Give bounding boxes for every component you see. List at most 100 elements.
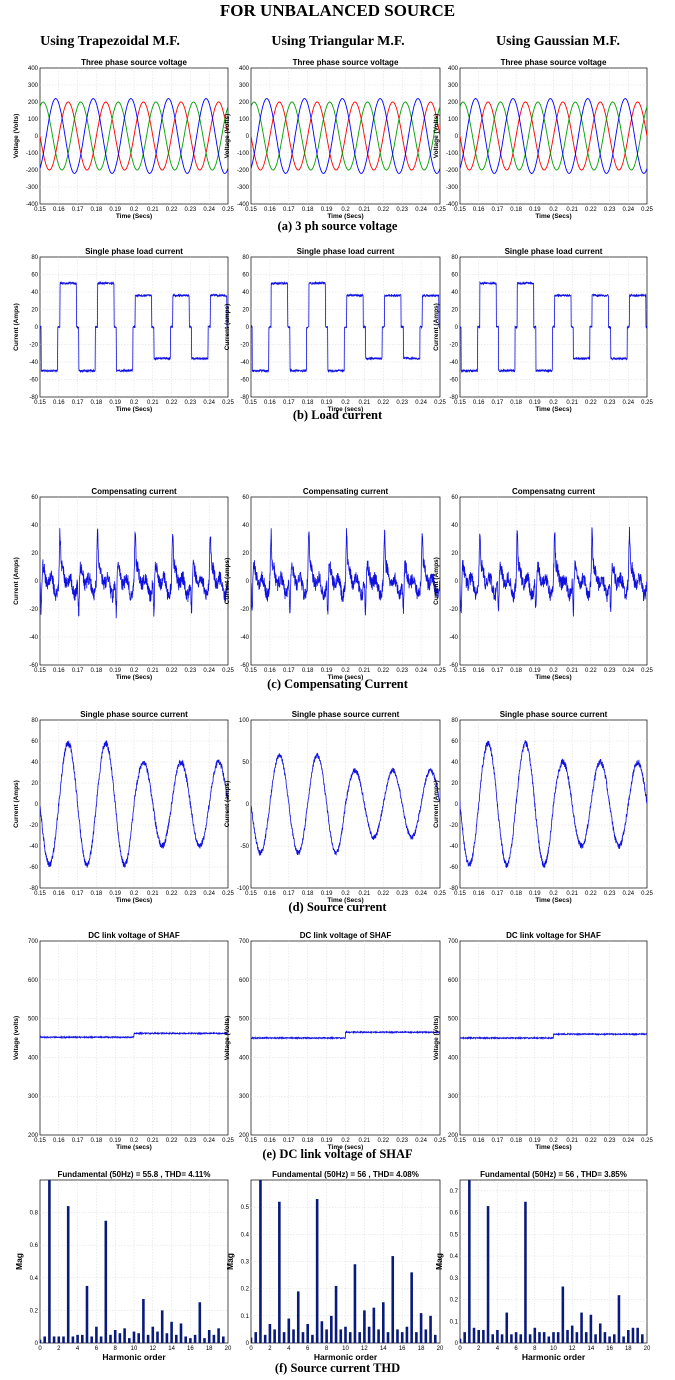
x-tick-label: 0.21 xyxy=(359,207,371,213)
y-tick-label: 200 xyxy=(28,1133,39,1139)
x-tick-label: 0.24 xyxy=(415,668,427,674)
panel-f3: 0 2 4 6 8 10 12 14 16 18 20 0 0.1 0.2 0.3 0.4 0.5 0.6 0.7 F… xyxy=(434,1170,651,1362)
y-tick-label: 60 xyxy=(31,273,38,279)
y-axis-label: Current (amps) xyxy=(224,304,231,351)
x-tick-label: 0.19 xyxy=(321,1138,333,1144)
x-tick-label: 10 xyxy=(342,1346,349,1352)
y-tick-label: 500 xyxy=(448,1017,459,1023)
x-tick-label: 0.25 xyxy=(434,400,446,406)
y-tick-label: 0.3 xyxy=(241,1260,250,1266)
y-tick-label: -40 xyxy=(240,635,249,641)
y-tick-label: -20 xyxy=(449,343,458,349)
phase-b-trace xyxy=(460,101,647,171)
y-tick-label: 0 xyxy=(455,134,459,140)
thd-bar xyxy=(292,1329,295,1343)
phase-a-trace xyxy=(251,101,440,171)
y-tick-label: 300 xyxy=(28,1094,39,1100)
x-tick-label: 0.17 xyxy=(283,668,295,674)
y-tick-label: 200 xyxy=(28,100,39,106)
thd-bar xyxy=(547,1336,551,1343)
y-tick-label: -60 xyxy=(449,865,458,871)
y-tick-label: 0.3 xyxy=(450,1276,459,1282)
x-tick-label: 12 xyxy=(569,1346,576,1352)
x-tick-label: 4 xyxy=(287,1346,291,1352)
x-tick-label: 0.2 xyxy=(549,891,558,897)
x-tick-label: 8 xyxy=(325,1346,329,1352)
x-tick-label: 16 xyxy=(399,1346,406,1352)
x-tick-label: 0.23 xyxy=(185,207,197,213)
x-tick-label: 0.23 xyxy=(185,668,197,674)
thd-bar xyxy=(566,1329,569,1343)
thd-bar xyxy=(76,1334,79,1343)
x-tick-label: 0.18 xyxy=(510,668,522,674)
thd-bar xyxy=(128,1338,131,1343)
x-tick-label: 0.15 xyxy=(454,207,466,213)
x-tick-label: 0.24 xyxy=(203,1138,215,1144)
thd-bar xyxy=(519,1334,523,1343)
x-tick-label: 0.16 xyxy=(53,207,65,213)
y-tick-label: -20 xyxy=(29,343,38,349)
x-tick-label: 0.22 xyxy=(377,207,389,213)
plot-title: DC link voltage of SHAF xyxy=(300,931,392,940)
panel-e3: 0.15 0.16 0.17 0.18 0.19 0.2 0.21 0.22 0.23 0.24 0… xyxy=(433,931,653,1151)
x-tick-label: 0.2 xyxy=(130,400,139,406)
y-tick-label: 0.5 xyxy=(450,1232,459,1238)
thd-bar xyxy=(334,1285,338,1343)
thd-bar xyxy=(165,1333,169,1343)
y-tick-label: -100 xyxy=(237,151,250,157)
y-tick-label: 0.2 xyxy=(450,1298,459,1304)
x-tick-label: 0.24 xyxy=(415,1138,427,1144)
x-axis-label: Time (Secs) xyxy=(535,213,571,220)
plot-title: Compensatng current xyxy=(512,487,595,496)
y-tick-label: 0 xyxy=(35,579,39,585)
y-tick-label: 0 xyxy=(455,1341,459,1347)
x-tick-label: 0.18 xyxy=(510,1138,522,1144)
x-tick-label: 0.21 xyxy=(147,668,159,674)
thd-bar xyxy=(146,1334,150,1343)
y-tick-label: 700 xyxy=(28,939,39,945)
y-tick-label: -300 xyxy=(237,185,250,191)
x-tick-label: 20 xyxy=(225,1346,232,1352)
thd-bar xyxy=(598,1323,602,1343)
x-tick-label: 12 xyxy=(361,1346,368,1352)
thd-bar xyxy=(386,1332,390,1343)
x-tick-label: 20 xyxy=(644,1346,651,1352)
x-tick-label: 0.18 xyxy=(91,207,103,213)
y-tick-label: -40 xyxy=(449,844,458,850)
y-axis-label: Voltage (Volts) xyxy=(13,114,20,159)
x-tick-label: 8 xyxy=(533,1346,537,1352)
x-tick-label: 16 xyxy=(606,1346,613,1352)
x-tick-label: 0.21 xyxy=(359,668,371,674)
x-tick-label: 0.25 xyxy=(641,668,653,674)
y-axis-label: Voltage (Volts) xyxy=(224,114,231,159)
caption-source-voltage: (a) 3 ph source voltage xyxy=(277,219,398,233)
thd-bar xyxy=(52,1336,56,1343)
thd-bar xyxy=(142,1298,145,1343)
y-tick-label: 40 xyxy=(242,290,249,296)
thd-bar xyxy=(358,1332,361,1343)
column-heading-trapezoidal: Using Trapezoidal M.F. xyxy=(40,34,180,49)
y-tick-label: 60 xyxy=(31,495,38,501)
y-tick-label: -20 xyxy=(449,607,458,613)
plot-title: Three phase source voltage xyxy=(501,58,607,67)
y-tick-label: 0 xyxy=(246,325,250,331)
thd-bar xyxy=(636,1327,639,1343)
x-tick-label: 0.21 xyxy=(359,891,371,897)
x-tick-label: 0.17 xyxy=(72,400,84,406)
y-axis-label: Voltage (Volts) xyxy=(433,114,440,159)
thd-bar xyxy=(391,1256,395,1343)
x-tick-label: 18 xyxy=(418,1346,425,1352)
y-tick-label: 60 xyxy=(242,273,249,279)
y-tick-label: 0.4 xyxy=(30,1276,39,1282)
thd-bar xyxy=(109,1334,112,1343)
x-tick-label: 18 xyxy=(625,1346,632,1352)
y-tick-label: 40 xyxy=(451,760,458,766)
x-axis-label: Harmonic order xyxy=(102,1352,166,1362)
x-tick-label: 0.2 xyxy=(549,207,558,213)
x-tick-label: 0.16 xyxy=(53,1138,65,1144)
y-tick-label: 300 xyxy=(239,1094,250,1100)
thd-bar xyxy=(575,1332,579,1343)
y-tick-label: 300 xyxy=(448,1094,459,1100)
signal-trace xyxy=(251,528,440,616)
y-tick-label: 300 xyxy=(28,83,39,89)
